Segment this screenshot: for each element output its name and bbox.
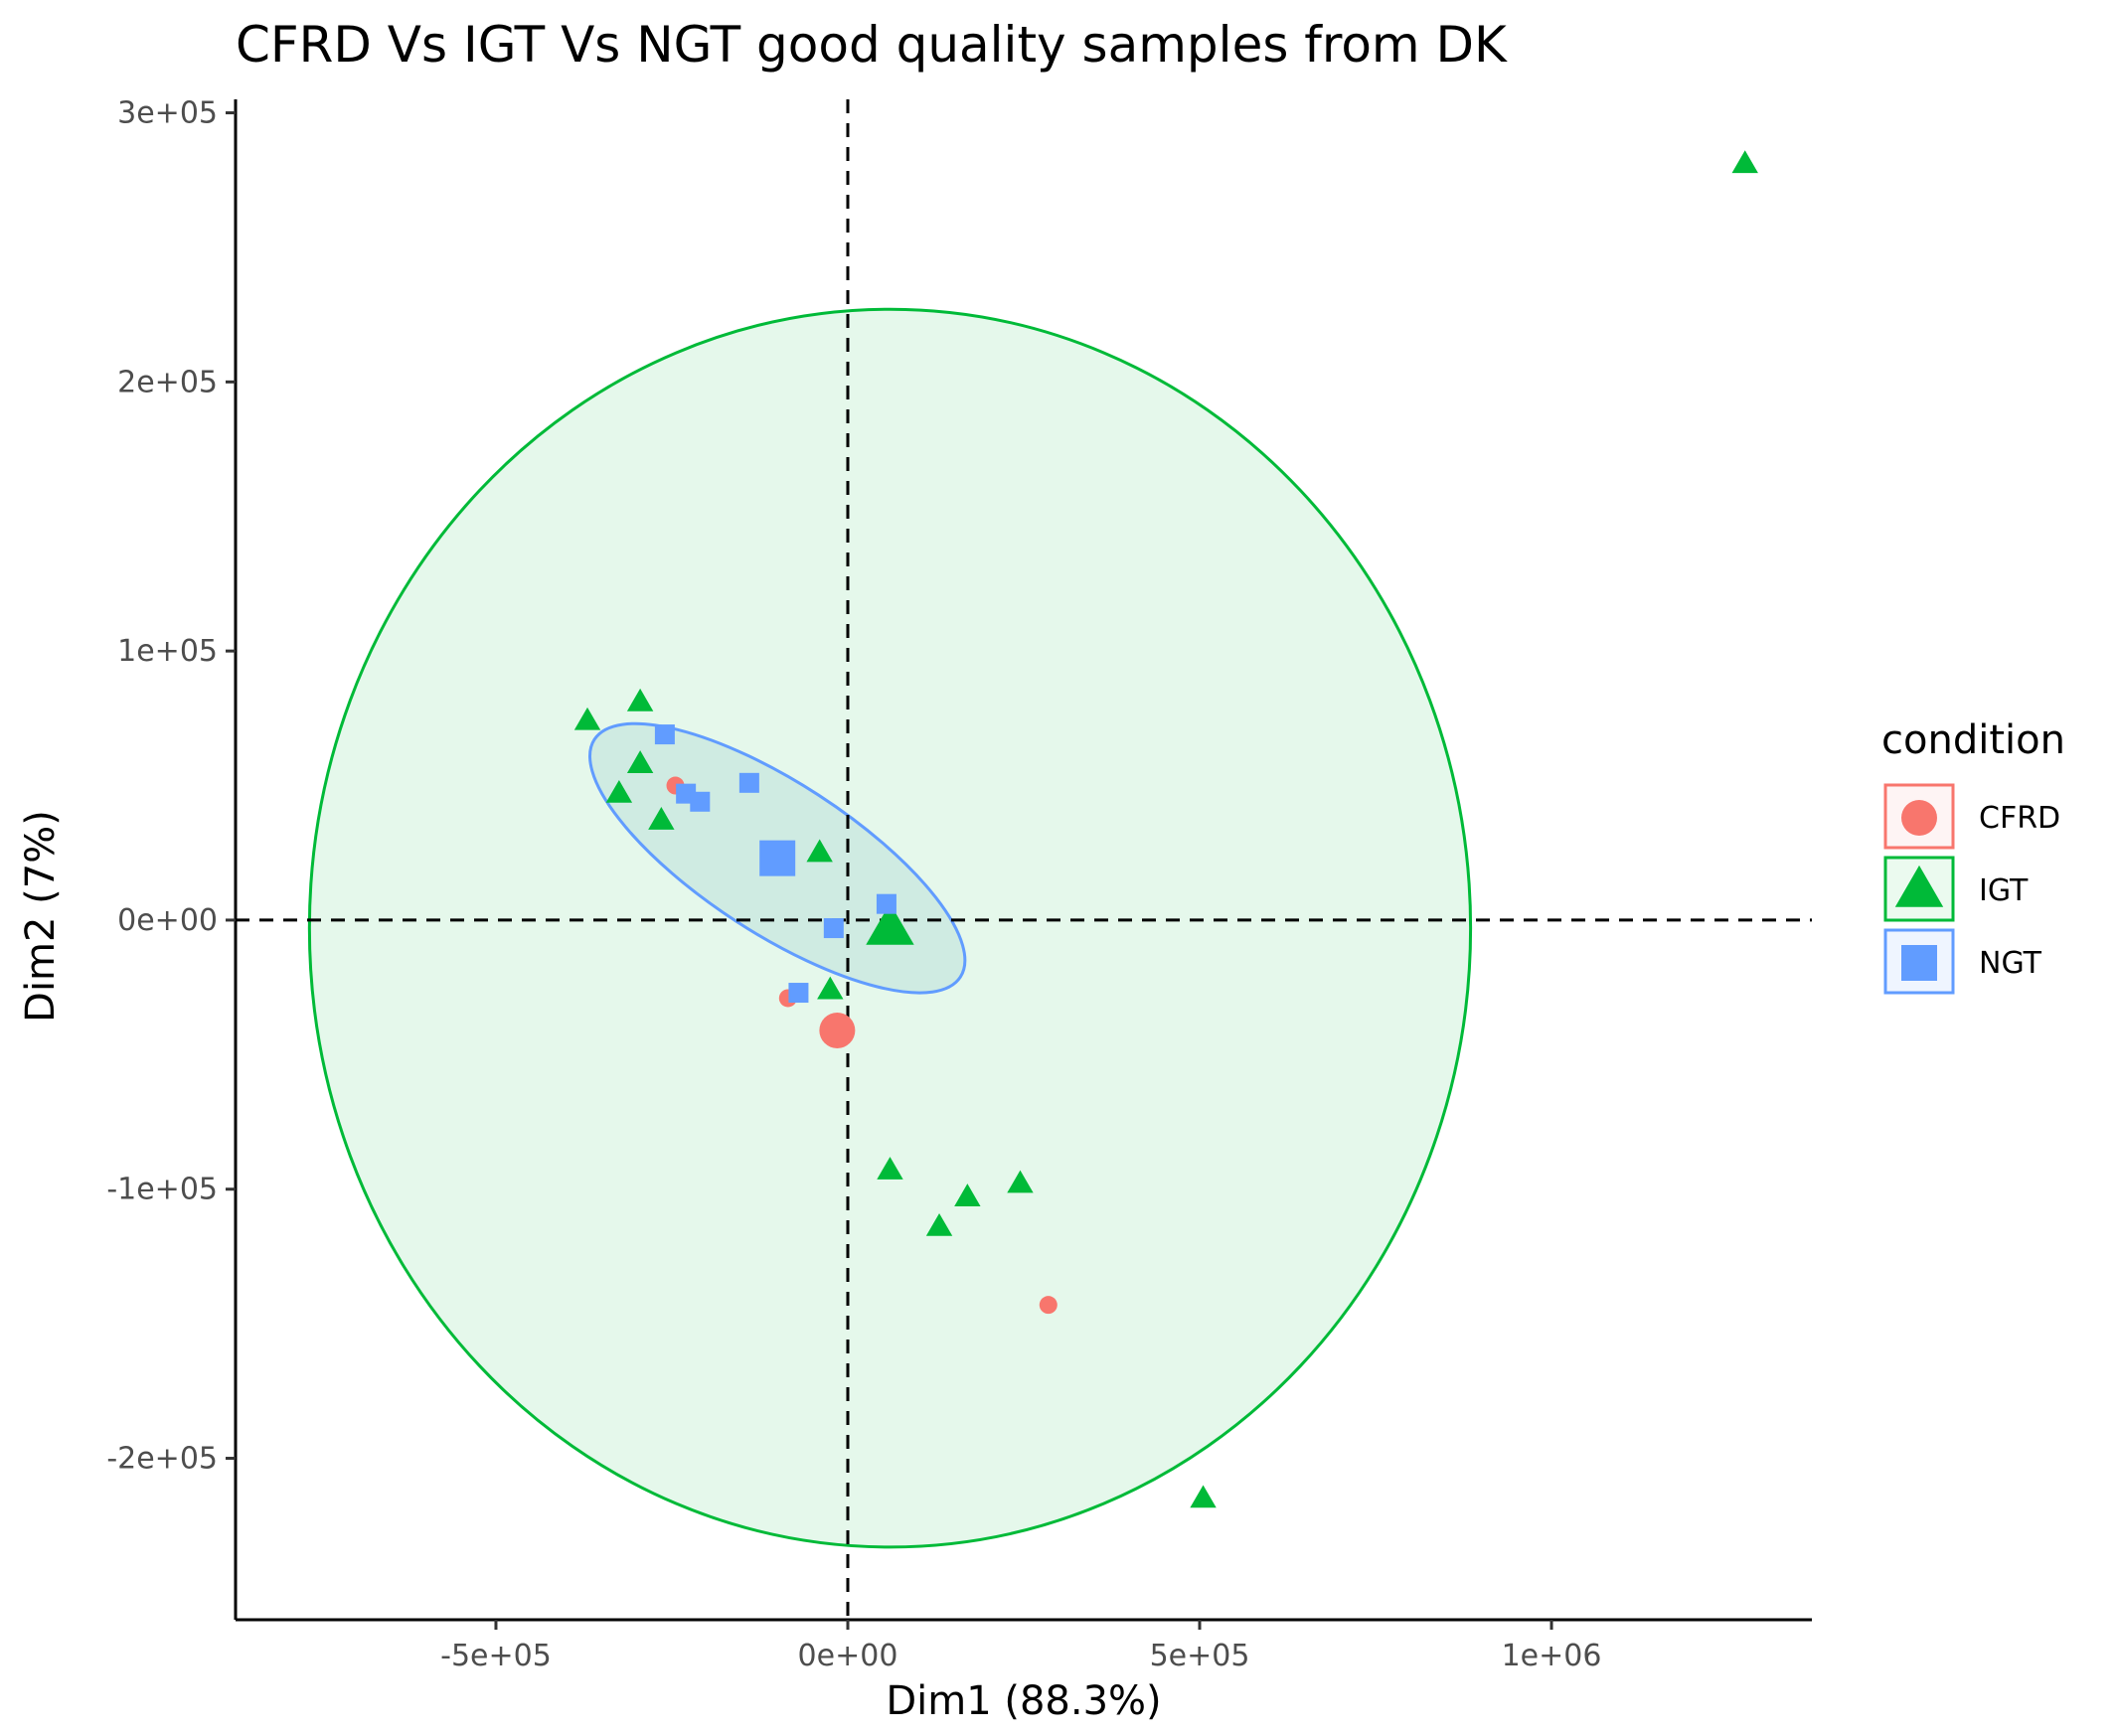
point-ngt-6 (788, 983, 809, 1004)
reference-lines (236, 99, 1812, 1620)
point-igt-6 (817, 976, 844, 1000)
points-layer (573, 150, 1758, 1508)
legend-key-cfrd (1883, 783, 1955, 850)
y-axis-title: Dim2 (7%) (18, 810, 64, 1023)
point-igt-1 (626, 688, 654, 711)
y-tick-label-1: 2e+05 (117, 365, 218, 399)
point-igt-12 (1731, 150, 1758, 174)
legend-title: condition (1881, 717, 2065, 763)
y-tick-label-2: 1e+05 (117, 634, 218, 669)
legend-label-cfrd: CFRD (1979, 801, 2060, 836)
point-igt-5 (806, 839, 833, 863)
centroid-ngt (759, 840, 796, 876)
centroid-igt (866, 902, 914, 945)
x-tick-label-2: 5e+05 (1150, 1639, 1250, 1673)
y-tick-label-5: -2e+05 (106, 1442, 218, 1477)
axes: -5e+05 0e+00 5e+05 1e+06 3e+05 2e+05 1e+05 0e+0… (106, 96, 1812, 1673)
point-ngt-3 (738, 772, 759, 793)
point-igt-9 (925, 1212, 953, 1236)
chart-title: CFRD Vs IGT Vs NGT good quality samples … (236, 16, 1508, 74)
legend-marker-ngt (1901, 945, 1937, 981)
point-igt-2 (626, 750, 654, 773)
point-ngt-5 (823, 918, 844, 939)
point-ngt-4 (876, 893, 896, 914)
legend-label-ngt: NGT (1979, 946, 2042, 981)
centroid-cfrd (819, 1012, 856, 1048)
legend: condition CFRD IGT NGT (1881, 717, 2065, 995)
legend-marker-igt (1894, 865, 1944, 907)
point-igt-8 (954, 1184, 981, 1206)
point-igt-7 (877, 1157, 903, 1180)
x-tick-label-1: 0e+00 (798, 1639, 898, 1673)
legend-marker-cfrd (1901, 800, 1937, 836)
x-tick-label-0: -5e+05 (440, 1639, 552, 1673)
x-tick-label-3: 1e+06 (1502, 1639, 1602, 1673)
y-tick-label-3: 0e+00 (117, 903, 218, 938)
point-ngt-0 (654, 724, 675, 745)
point-igt-4 (648, 807, 675, 830)
point-igt-0 (573, 707, 601, 730)
y-tick-label-0: 3e+05 (117, 96, 218, 131)
point-igt-10 (1007, 1170, 1034, 1193)
point-igt-11 (1190, 1485, 1217, 1508)
x-axis-title: Dim1 (88.3%) (886, 1678, 1161, 1724)
point-igt-3 (605, 779, 633, 803)
legend-label-igt: IGT (1979, 873, 2029, 908)
y-tick-label-4: -1e+05 (106, 1173, 218, 1207)
point-ngt-2 (690, 791, 711, 812)
point-cfrd-2 (1039, 1296, 1058, 1315)
